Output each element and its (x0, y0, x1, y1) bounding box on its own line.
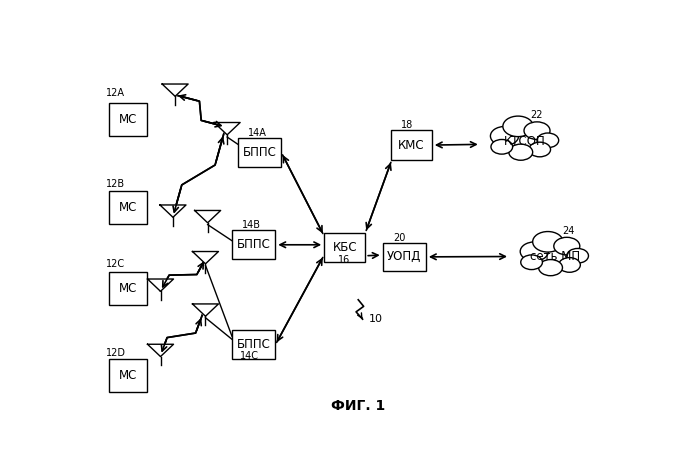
Text: 12B: 12B (106, 178, 125, 188)
Circle shape (509, 144, 533, 160)
Circle shape (559, 258, 580, 272)
Circle shape (539, 259, 563, 276)
Text: 20: 20 (394, 234, 406, 244)
Text: 16: 16 (338, 256, 350, 266)
Circle shape (520, 242, 549, 261)
Circle shape (554, 238, 579, 255)
Text: БППС: БППС (243, 146, 277, 159)
Text: 14A: 14A (247, 128, 266, 138)
Polygon shape (147, 279, 173, 291)
Polygon shape (160, 205, 186, 217)
Text: 12C: 12C (106, 259, 125, 269)
Text: ФИГ. 1: ФИГ. 1 (331, 398, 385, 413)
Circle shape (491, 127, 519, 146)
Circle shape (537, 133, 559, 148)
Polygon shape (214, 122, 240, 135)
Text: УОПД: УОПД (387, 250, 421, 263)
Text: КТСОП: КТСОП (504, 135, 546, 148)
FancyBboxPatch shape (324, 233, 365, 262)
Circle shape (521, 255, 542, 269)
Polygon shape (194, 210, 221, 223)
Text: сеть МП: сеть МП (530, 250, 580, 263)
Text: БППС: БППС (237, 338, 271, 351)
Circle shape (524, 122, 550, 139)
FancyBboxPatch shape (232, 230, 275, 259)
Circle shape (503, 116, 533, 137)
FancyBboxPatch shape (109, 103, 147, 136)
Text: 14B: 14B (242, 220, 261, 230)
FancyBboxPatch shape (109, 191, 147, 224)
Polygon shape (147, 344, 173, 357)
Text: КМС: КМС (398, 139, 424, 151)
Text: МС: МС (119, 113, 137, 126)
Polygon shape (192, 304, 219, 316)
Circle shape (567, 248, 589, 263)
Text: МС: МС (119, 369, 137, 383)
Text: МС: МС (119, 281, 137, 295)
FancyBboxPatch shape (382, 243, 426, 271)
Circle shape (529, 142, 551, 157)
Circle shape (491, 139, 512, 154)
FancyBboxPatch shape (238, 138, 281, 167)
Text: МС: МС (119, 201, 137, 214)
Polygon shape (192, 251, 219, 264)
Text: 12D: 12D (106, 348, 127, 358)
FancyBboxPatch shape (109, 359, 147, 393)
Polygon shape (162, 84, 188, 96)
Text: 14C: 14C (240, 351, 259, 361)
Text: 24: 24 (562, 226, 575, 236)
Text: 12A: 12A (106, 89, 125, 99)
FancyBboxPatch shape (232, 330, 275, 359)
Text: БППС: БППС (237, 238, 271, 251)
Text: 22: 22 (530, 110, 542, 120)
Text: 10: 10 (369, 314, 383, 324)
FancyBboxPatch shape (109, 271, 147, 305)
Circle shape (533, 231, 563, 252)
FancyBboxPatch shape (391, 130, 432, 160)
Text: 18: 18 (401, 120, 412, 130)
Text: КБС: КБС (333, 241, 357, 254)
